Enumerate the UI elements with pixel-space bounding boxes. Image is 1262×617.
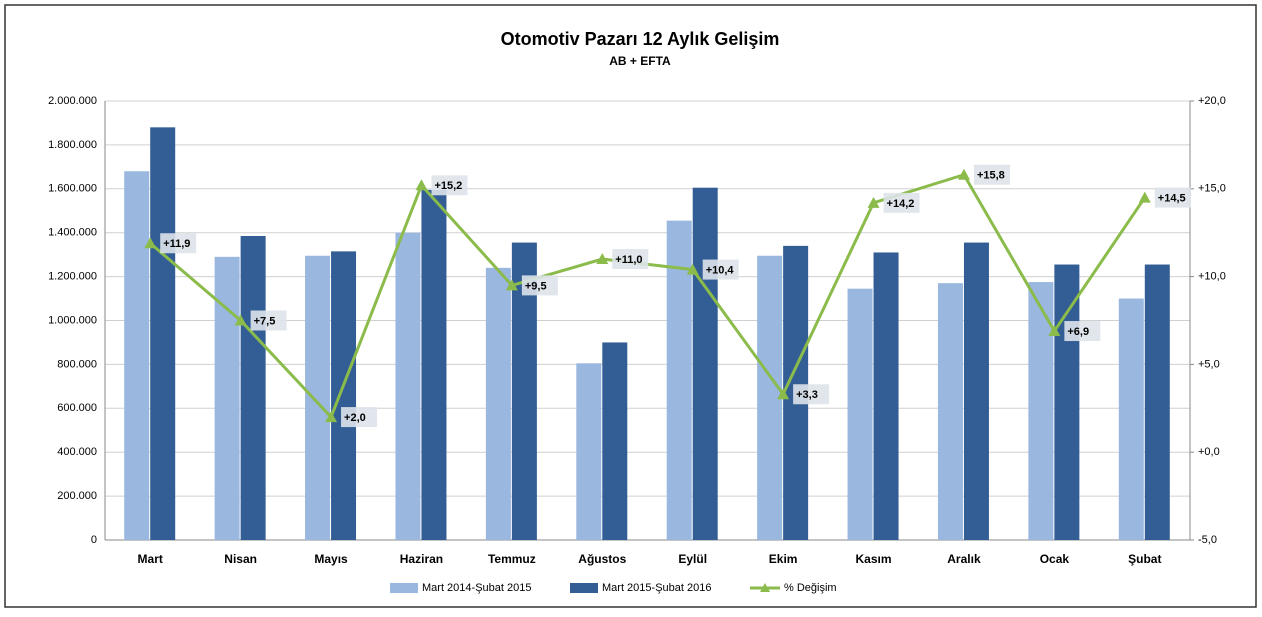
data-label-bg xyxy=(521,275,558,296)
line-marker xyxy=(144,237,157,249)
line-marker xyxy=(325,411,338,423)
data-label: +15,2 xyxy=(434,180,462,192)
line-marker xyxy=(505,279,518,291)
y-tick-label: 1.600.000 xyxy=(48,183,97,195)
data-label-bg xyxy=(1064,321,1101,342)
line-marker xyxy=(1138,191,1151,203)
bar xyxy=(963,242,989,540)
bar xyxy=(937,283,963,540)
x-tick-label: Ağustos xyxy=(578,552,626,566)
y2-tick-label: +20,0 xyxy=(1198,95,1226,107)
y2-tick-label: -5,0 xyxy=(1198,534,1217,546)
y-tick-label: 2.000.000 xyxy=(48,95,97,107)
bar xyxy=(1118,298,1144,540)
data-label-bg xyxy=(973,164,1010,185)
data-label: +11,0 xyxy=(615,254,642,266)
bar xyxy=(421,189,447,540)
data-label-bg xyxy=(160,233,197,254)
y-tick-label: 0 xyxy=(91,534,97,546)
line-marker xyxy=(234,314,247,326)
line-marker xyxy=(867,196,880,208)
x-tick-label: Mayıs xyxy=(314,552,348,566)
data-label: +14,5 xyxy=(1158,192,1186,204)
bar xyxy=(692,187,718,540)
bar xyxy=(485,267,511,540)
bar xyxy=(602,342,628,540)
bar xyxy=(1144,264,1170,540)
legend-label: % Değişim xyxy=(784,582,837,594)
line-marker xyxy=(415,179,428,191)
data-label-bg xyxy=(793,384,830,405)
line-marker xyxy=(957,168,970,180)
data-label: +11,9 xyxy=(163,238,190,250)
data-label: +7,5 xyxy=(254,315,276,327)
chart-subtitle: AB + EFTA xyxy=(609,54,671,68)
chart-title: Otomotiv Pazarı 12 Aylık Gelişim xyxy=(501,29,780,49)
x-tick-label: Ocak xyxy=(1040,552,1070,566)
line-marker xyxy=(777,388,790,400)
y-tick-label: 1.400.000 xyxy=(48,227,97,239)
bar xyxy=(150,127,176,540)
data-label-bg xyxy=(250,310,287,331)
y-tick-label: 1.000.000 xyxy=(48,314,97,326)
x-tick-label: Haziran xyxy=(400,552,443,566)
y2-tick-label: +5,0 xyxy=(1198,358,1220,370)
legend-label: Mart 2015-Şubat 2016 xyxy=(602,582,711,594)
y2-tick-label: +0,0 xyxy=(1198,446,1220,458)
x-tick-label: Mart xyxy=(138,552,163,566)
bar xyxy=(331,251,357,541)
data-label-bg xyxy=(612,249,649,270)
bar xyxy=(873,252,899,540)
bar xyxy=(240,235,266,540)
y2-tick-label: +10,0 xyxy=(1198,271,1226,283)
bar xyxy=(305,255,331,540)
data-label: +2,0 xyxy=(344,412,366,424)
data-label-bg xyxy=(341,407,378,428)
data-label-bg xyxy=(883,192,920,213)
x-tick-label: Şubat xyxy=(1128,552,1161,566)
data-label: +14,2 xyxy=(887,198,915,210)
data-label: +9,5 xyxy=(525,280,547,292)
y2-tick-label: +15,0 xyxy=(1198,183,1226,195)
bar xyxy=(847,288,873,540)
legend-label: Mart 2014-Şubat 2015 xyxy=(422,582,531,594)
legend-marker xyxy=(760,583,770,592)
y-tick-label: 400.000 xyxy=(57,446,97,458)
bar xyxy=(576,363,602,540)
legend-swatch xyxy=(390,583,418,593)
y-tick-label: 200.000 xyxy=(57,490,97,502)
bar xyxy=(124,171,150,541)
x-tick-label: Nisan xyxy=(224,552,257,566)
data-label-bg xyxy=(1154,187,1191,208)
data-label-bg xyxy=(431,175,468,196)
y-tick-label: 600.000 xyxy=(57,402,97,414)
line-marker xyxy=(596,253,609,265)
data-label: +6,9 xyxy=(1067,326,1089,338)
y-tick-label: 800.000 xyxy=(57,358,97,370)
x-tick-label: Kasım xyxy=(856,552,892,566)
x-tick-label: Temmuz xyxy=(488,552,536,566)
data-label: +15,8 xyxy=(977,170,1005,182)
line-marker xyxy=(1048,325,1061,337)
x-tick-label: Aralık xyxy=(947,552,981,566)
y-tick-label: 1.200.000 xyxy=(48,271,97,283)
legend-swatch xyxy=(570,583,598,593)
data-label: +10,4 xyxy=(706,264,735,276)
bar xyxy=(214,256,240,540)
bar xyxy=(1054,264,1080,540)
data-label-bg xyxy=(702,259,739,280)
data-label: +3,3 xyxy=(796,389,818,401)
line-marker xyxy=(686,263,699,275)
y-tick-label: 1.800.000 xyxy=(48,139,97,151)
x-tick-label: Eylül xyxy=(678,552,707,566)
bar xyxy=(395,232,421,540)
x-tick-label: Ekim xyxy=(769,552,798,566)
